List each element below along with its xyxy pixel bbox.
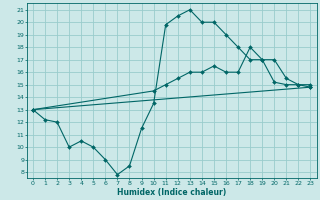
X-axis label: Humidex (Indice chaleur): Humidex (Indice chaleur) — [117, 188, 226, 197]
